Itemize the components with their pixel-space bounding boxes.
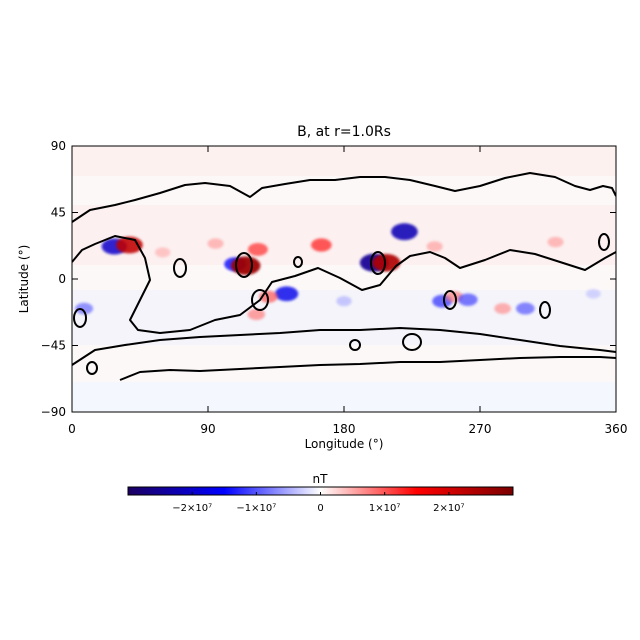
contour-loop-2 bbox=[370, 251, 386, 275]
contour-equatorial bbox=[72, 235, 616, 334]
band-tint-north bbox=[72, 205, 616, 265]
field-feature-14 bbox=[391, 223, 418, 241]
contour-loop-4 bbox=[598, 233, 610, 251]
y-axis-label: Latitude (°) bbox=[17, 245, 31, 314]
field-feature-20 bbox=[336, 296, 352, 307]
plot-area bbox=[72, 146, 616, 412]
x-tick-label: 360 bbox=[605, 422, 628, 436]
contour-loop-5 bbox=[251, 289, 269, 311]
field-feature-9 bbox=[274, 286, 299, 302]
contour-loop-10 bbox=[173, 258, 187, 278]
field-feature-18 bbox=[494, 303, 511, 314]
colorbar-tick-label: −1×10⁷ bbox=[236, 503, 276, 514]
x-axis-label: Longitude (°) bbox=[305, 437, 384, 451]
field-feature-17 bbox=[458, 293, 478, 306]
field-feature-7 bbox=[207, 238, 224, 249]
y-tick-label: −45 bbox=[41, 339, 66, 353]
field-feature-13 bbox=[372, 253, 401, 272]
x-axis: 0 90 180 270 360 bbox=[68, 146, 627, 436]
field-feature-5 bbox=[231, 256, 261, 275]
x-tick-label: 90 bbox=[200, 422, 215, 436]
contour-loop-9 bbox=[349, 339, 361, 351]
colorbar-tick-label: 0 bbox=[317, 503, 323, 514]
contour-loop-8 bbox=[402, 333, 422, 351]
field-feature-22 bbox=[547, 236, 564, 248]
field-feature-8 bbox=[311, 238, 332, 252]
contour-loop-1 bbox=[235, 252, 253, 278]
field-feature-6 bbox=[247, 243, 268, 256]
x-tick-label: 270 bbox=[469, 422, 492, 436]
y-tick-label: −90 bbox=[41, 405, 66, 419]
contour-loop-12 bbox=[73, 308, 87, 328]
polarity-contours bbox=[72, 172, 616, 381]
colorbar-tick-label: −2×10⁷ bbox=[172, 503, 212, 514]
y-axis: 90 45 0 −45 −90 bbox=[41, 139, 616, 419]
x-tick-label: 180 bbox=[333, 422, 356, 436]
field-feature-24 bbox=[155, 247, 171, 258]
field-feature-11 bbox=[247, 308, 266, 321]
chart-title: B, at r=1.0Rs bbox=[297, 124, 391, 140]
contour-south bbox=[72, 327, 616, 366]
colorbar-tick-label: 1×10⁷ bbox=[369, 503, 400, 514]
contour-loop-6 bbox=[443, 290, 457, 310]
y-tick-label: 0 bbox=[58, 272, 66, 286]
contour-loop-3 bbox=[86, 361, 98, 375]
field-feature-21 bbox=[426, 241, 443, 252]
contour-south-polar bbox=[119, 356, 616, 381]
x-tick-label: 0 bbox=[68, 422, 76, 436]
colorbar-ticks: −2×10⁷ −1×10⁷ 0 1×10⁷ 2×10⁷ bbox=[172, 492, 465, 514]
y-tick-label: 90 bbox=[51, 139, 66, 153]
field-feature-19 bbox=[516, 302, 535, 315]
contour-loop-7 bbox=[539, 301, 551, 319]
colorbar-tick-label: 2×10⁷ bbox=[433, 503, 464, 514]
field-feature-3 bbox=[75, 302, 94, 315]
contour-loop-11 bbox=[293, 256, 303, 268]
field-feature-23 bbox=[586, 288, 601, 299]
contour-north bbox=[72, 172, 616, 223]
colorbar-label: nT bbox=[313, 472, 329, 486]
y-tick-label: 45 bbox=[51, 206, 66, 220]
